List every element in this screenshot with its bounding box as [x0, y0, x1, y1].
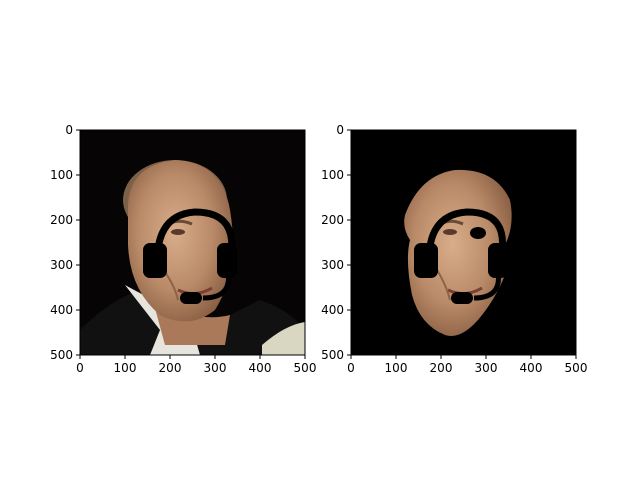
left-y-tick-label: 400 [50, 303, 73, 317]
mic-boom-shape [202, 271, 231, 301]
right-y-tick-label: 200 [321, 213, 344, 227]
left-y-tick-label: 100 [50, 168, 73, 182]
right-x-tick-label: 300 [475, 361, 498, 375]
right-image [351, 130, 576, 355]
left-y-tick-label: 0 [65, 123, 73, 137]
eye-shape [171, 229, 185, 235]
headset-overlay [143, 208, 237, 304]
right-y-tick-label: 500 [321, 348, 344, 362]
right-x-tick-label: 500 [565, 361, 588, 375]
right-y-tick-label: 400 [321, 303, 344, 317]
left-x-tick-label: 400 [249, 361, 272, 375]
ear-cup-left-right-shape [414, 243, 438, 278]
eye-occluder-shape [470, 227, 486, 239]
right-x-tick-label: 200 [430, 361, 453, 375]
ear-cup-right-shape [217, 243, 237, 278]
left-axes-frame [79, 129, 306, 356]
mic-shape [180, 292, 202, 304]
right-y-tick-label: 0 [336, 123, 344, 137]
ear-cup-left-shape [143, 243, 167, 278]
left-x-tick-label: 300 [204, 361, 227, 375]
left-x-tick-label: 200 [159, 361, 182, 375]
left-image [80, 130, 305, 355]
left-y-tick-label: 200 [50, 213, 73, 227]
background-fabric-shape [262, 322, 305, 355]
left-x-tick-label: 500 [294, 361, 317, 375]
right-x-tick-label: 400 [520, 361, 543, 375]
right-axes-frame [350, 129, 577, 356]
mic-right-shape [451, 292, 473, 304]
mic-boom-right-shape [473, 271, 501, 301]
right-x-tick-label: 100 [385, 361, 408, 375]
right-y-tick-label: 300 [321, 258, 344, 272]
right-y-tick-label: 100 [321, 168, 344, 182]
left-x-tick-label: 0 [76, 361, 84, 375]
right-x-tick-label: 0 [347, 361, 355, 375]
left-x-tick-label: 100 [114, 361, 137, 375]
headset-overlay-right [414, 208, 508, 304]
masked-eye-shape [443, 229, 457, 235]
ear-cup-right-right-shape [488, 243, 508, 278]
left-y-tick-label: 500 [50, 348, 73, 362]
face-shape [128, 160, 233, 322]
jacket-shape [80, 290, 305, 355]
left-y-tick-label: 300 [50, 258, 73, 272]
